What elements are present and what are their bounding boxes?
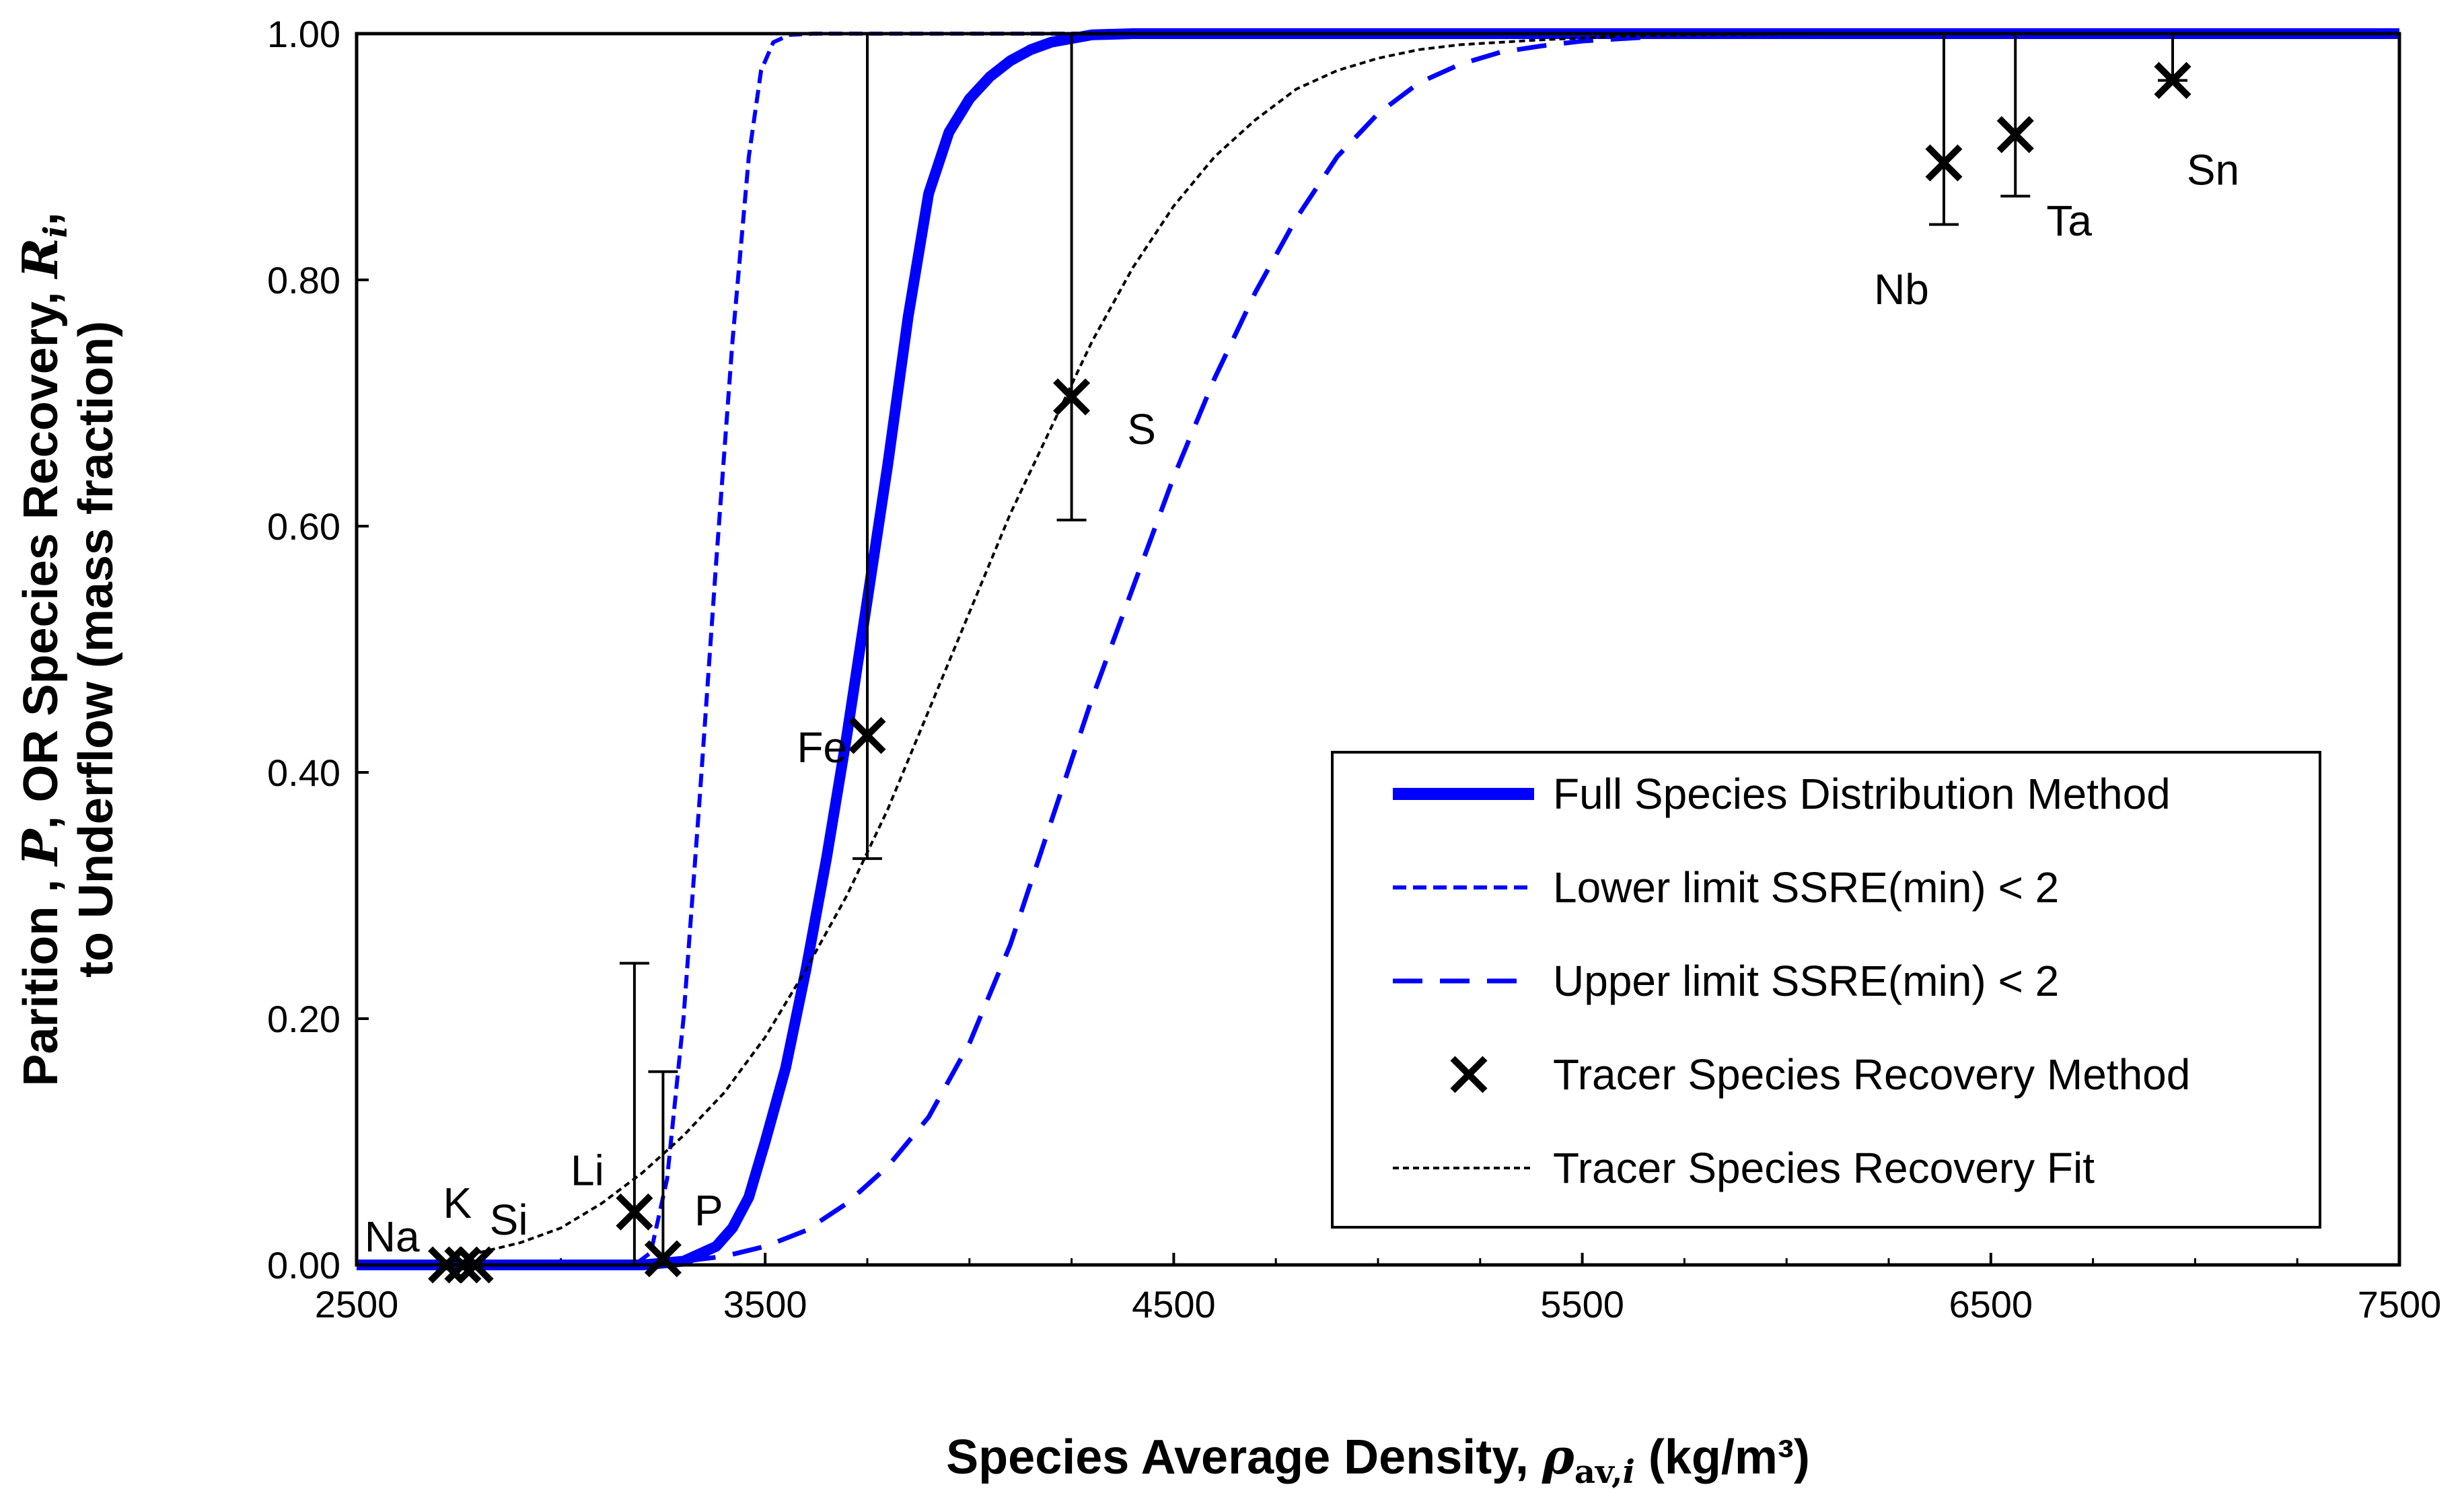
- species-label-Nb: Nb: [1874, 265, 1929, 314]
- point-marker-Nb: [1925, 144, 1963, 182]
- species-label-Na: Na: [365, 1212, 420, 1261]
- series-line-short-dash: [357, 32, 2399, 1267]
- y-axis-title-line1: Parition , P, OR Species Recovery, Ri,: [11, 212, 75, 1086]
- legend-label-tracer-fit: Tracer Species Recovery Fit: [1553, 1144, 2095, 1192]
- species-label-S: S: [1127, 405, 1156, 453]
- legend-box: [1331, 751, 2321, 1229]
- series-line-solid-thick: [357, 28, 2399, 1270]
- point-marker-Li: [616, 1193, 653, 1231]
- y-axis-title: Parition , P, OR Species Recovery, Ri, t…: [11, 212, 123, 1086]
- y-tick-label: 0.80: [267, 259, 340, 301]
- species-label-Fe: Fe: [797, 723, 847, 772]
- x-tick-label: 6500: [1949, 1283, 2033, 1325]
- legend-label-tracer-method: Tracer Species Recovery Method: [1553, 1050, 2190, 1099]
- point-marker-S: [1053, 378, 1091, 416]
- y-tick-label: 0.00: [267, 1244, 340, 1286]
- legend-label-full-species: Full Species Distribution Method: [1553, 770, 2171, 818]
- species-label-P: P: [694, 1186, 723, 1235]
- x-tick-label: 5500: [1540, 1283, 1624, 1325]
- y-tick-label: 0.20: [267, 998, 340, 1040]
- point-marker-Sn: [2154, 62, 2191, 100]
- point-marker-Fe: [848, 717, 886, 754]
- axis-ticks: 2500 3500 4500 5500 6500 7500 0.00 0.20 0.40 0.60…: [267, 13, 2441, 1325]
- species-labels: Na K Si Li P Fe S Nb Ta Sn: [365, 146, 2239, 1261]
- species-label-Si: Si: [490, 1196, 528, 1244]
- x-tick-label: 7500: [2358, 1283, 2442, 1325]
- plot-area-frame: [355, 32, 2401, 1267]
- species-label-Ta: Ta: [2046, 196, 2092, 245]
- x-axis-title: Species Average Density, ρav,i (kg/m³): [946, 1428, 1810, 1491]
- legend-swatch-tracer-marker: [1450, 1056, 1488, 1093]
- series-line-fine-dash: [478, 32, 2399, 1254]
- x-tick-label: 2500: [315, 1283, 399, 1325]
- series-lines: [357, 28, 2399, 1270]
- y-tick-label: 0.60: [267, 505, 340, 548]
- y-tick-label: 0.40: [267, 752, 340, 794]
- series-line-long-dash: [357, 31, 2399, 1268]
- species-label-K: K: [443, 1179, 472, 1227]
- y-tick-label: 1.00: [267, 13, 340, 55]
- species-label-Li: Li: [571, 1146, 604, 1194]
- legend-label-lower-limit: Lower limit SSRE(min) < 2: [1553, 863, 2059, 912]
- x-tick-label: 3500: [723, 1283, 807, 1325]
- legend-label-upper-limit: Upper limit SSRE(min) < 2: [1553, 957, 2059, 1005]
- point-marker-Ta: [1996, 116, 2034, 153]
- legend: Full Species Distribution Method Lower l…: [1331, 751, 2321, 1229]
- point-marker-P: [644, 1240, 682, 1278]
- species-label-Sn: Sn: [2187, 146, 2239, 194]
- y-axis-title-line2: to Underflow (mass fraction): [69, 321, 123, 978]
- x-tick-label: 4500: [1132, 1283, 1216, 1325]
